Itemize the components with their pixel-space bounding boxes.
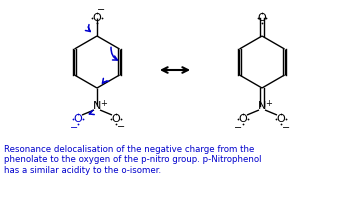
- Text: +: +: [266, 98, 272, 108]
- Text: N: N: [93, 101, 101, 111]
- Text: O: O: [93, 13, 101, 23]
- Text: Resonance delocalisation of the negative charge from the
phenolate to the oxygen: Resonance delocalisation of the negative…: [4, 145, 261, 175]
- Text: O: O: [239, 114, 247, 124]
- Text: −: −: [282, 123, 290, 133]
- Text: −: −: [117, 122, 125, 132]
- Text: O: O: [258, 13, 266, 23]
- Text: −: −: [70, 123, 78, 133]
- Text: −: −: [97, 5, 105, 15]
- Text: N: N: [258, 101, 266, 111]
- Text: −: −: [234, 123, 242, 133]
- Text: O: O: [74, 114, 82, 124]
- Text: O: O: [112, 114, 120, 124]
- Text: +: +: [100, 98, 107, 108]
- Text: O: O: [276, 114, 285, 124]
